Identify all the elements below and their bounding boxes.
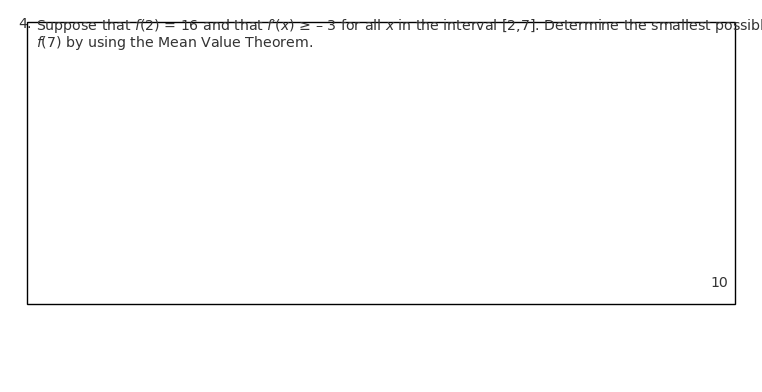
Text: $f$(7) by using the Mean Value Theorem.: $f$(7) by using the Mean Value Theorem.	[36, 34, 313, 52]
Bar	[27, 22, 735, 304]
Text: 4.: 4.	[18, 17, 31, 31]
Text: 10: 10	[711, 276, 728, 290]
Text: Suppose that $f$(2) = 16 and that $f$′($x$) ≥ – 3 for all $x$ in the interval [2: Suppose that $f$(2) = 16 and that $f$′($…	[36, 17, 762, 35]
